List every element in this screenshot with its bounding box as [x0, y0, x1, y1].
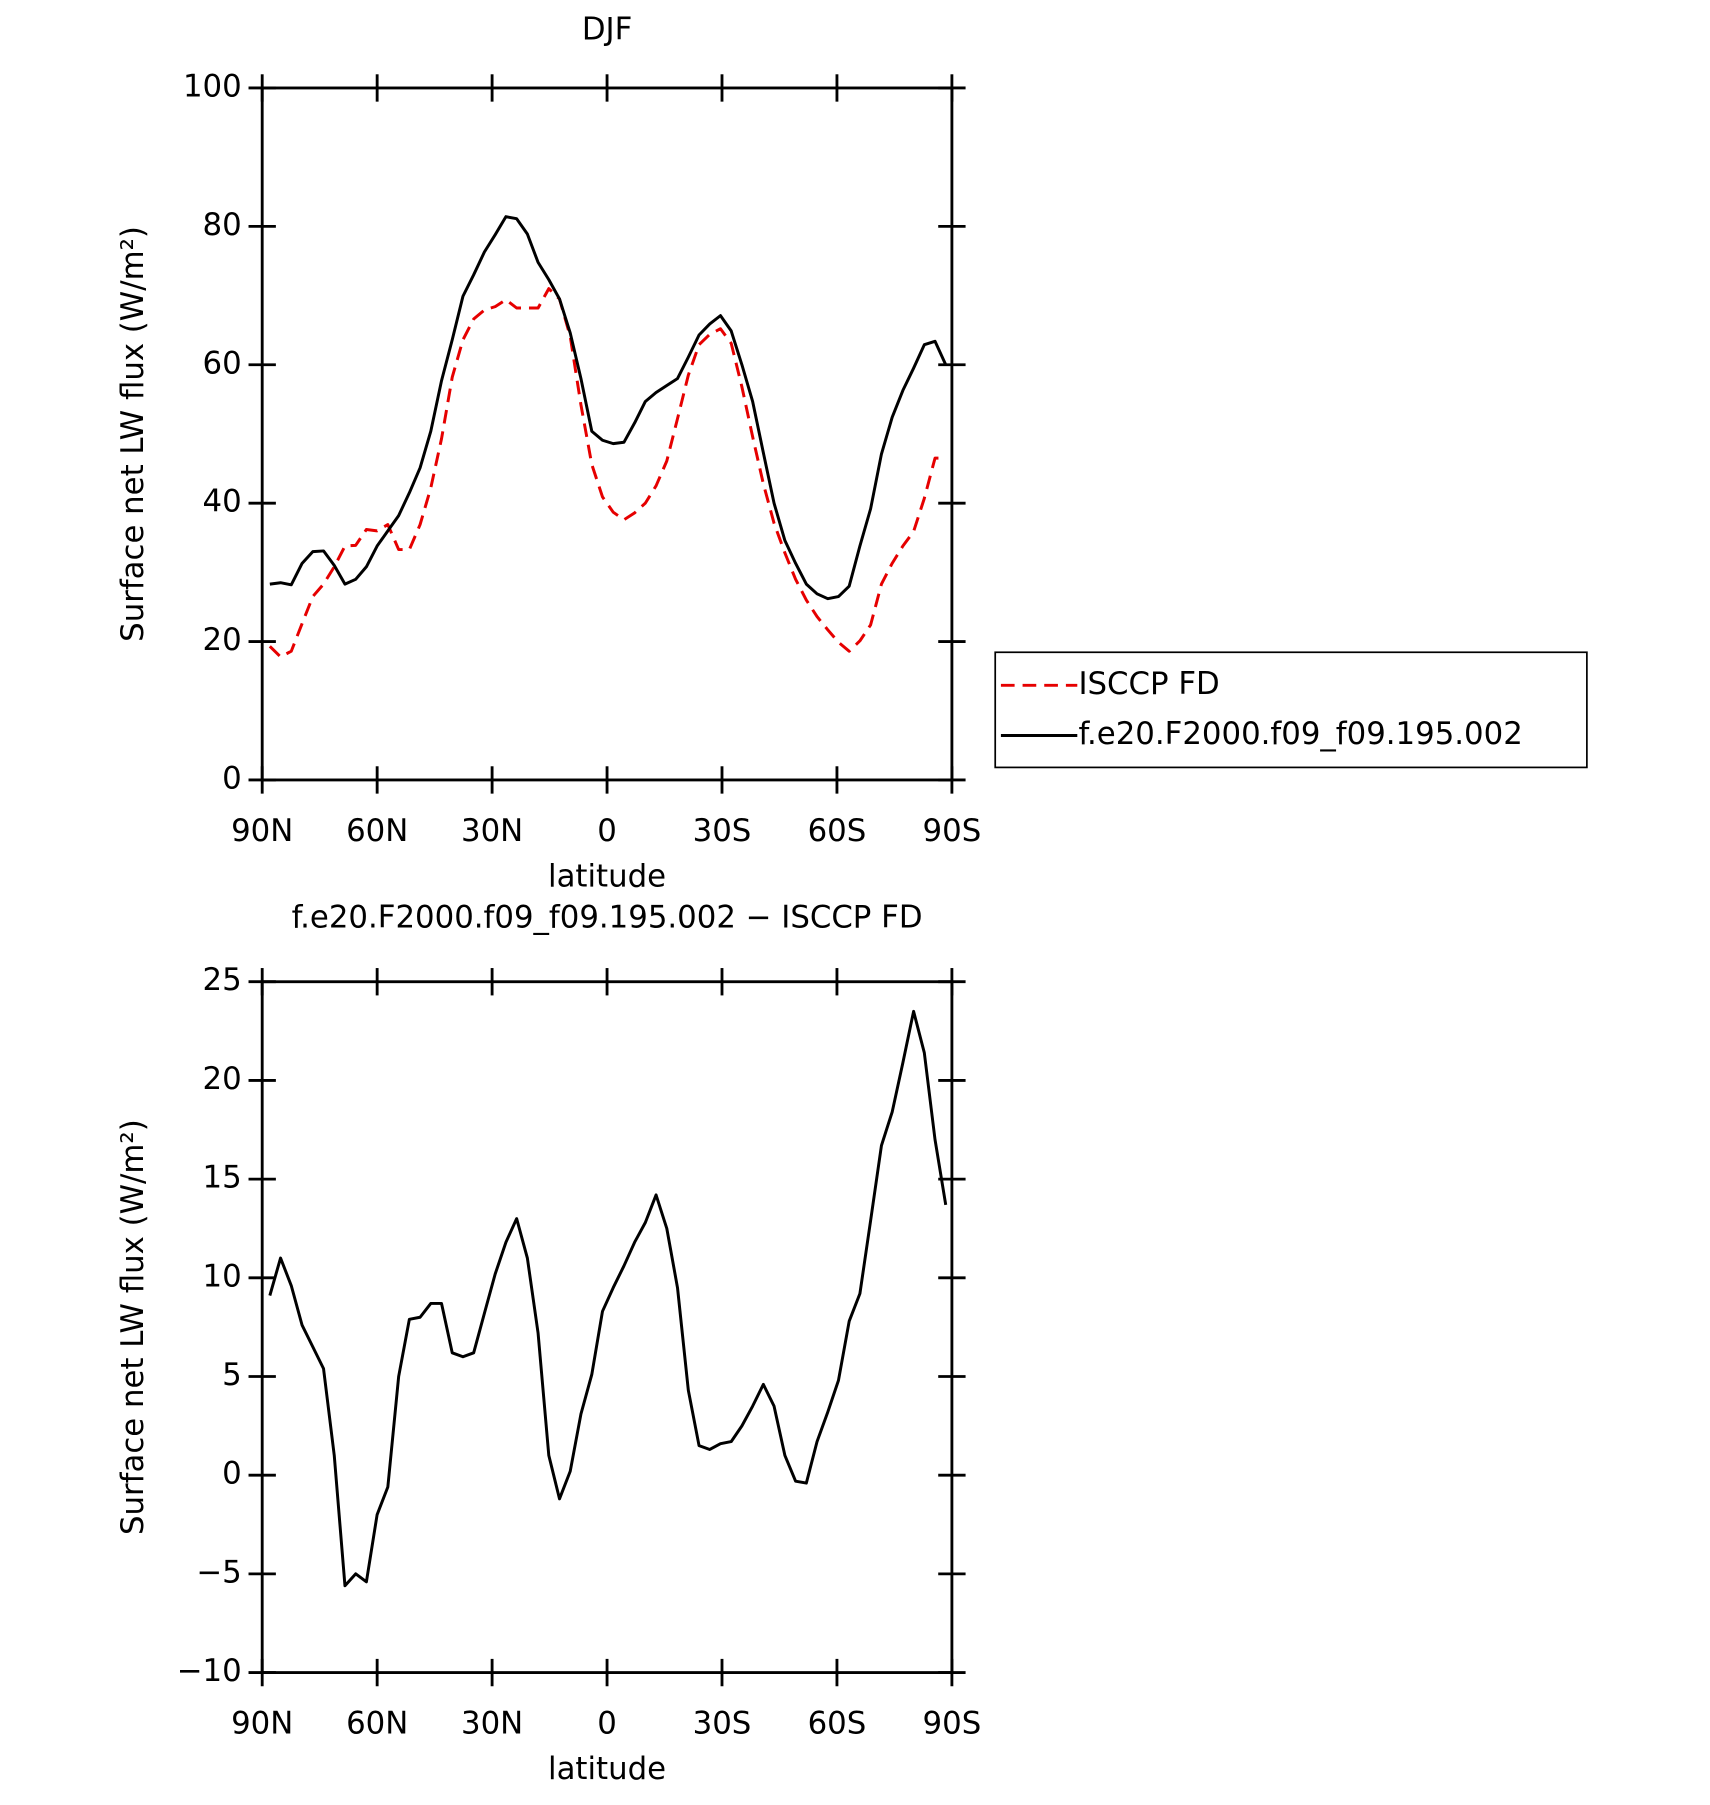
y-tick-label: 80: [203, 207, 242, 243]
y-tick-label: 60: [203, 345, 242, 381]
y-tick-label: 10: [203, 1258, 242, 1294]
x-axis-label: latitude: [548, 858, 666, 894]
x-tick-label: 0: [597, 813, 617, 849]
legend-label: ISCCP FD: [1078, 666, 1219, 702]
legend-box: [994, 651, 1588, 769]
x-tick-label: 90S: [923, 813, 982, 849]
x-tick-label: 30S: [693, 813, 752, 849]
y-tick-label: 5: [222, 1357, 242, 1393]
chart-title: f.e20.F2000.f09_f09.195.002 − ISCCP FD: [292, 900, 923, 936]
x-tick-label: 30N: [461, 1706, 523, 1742]
y-tick-label: 100: [183, 68, 242, 104]
y-tick-label: 20: [203, 622, 242, 658]
y-tick-label: −10: [177, 1653, 242, 1689]
x-tick-label: 90N: [231, 1706, 293, 1742]
x-tick-label: 90S: [923, 1706, 982, 1742]
y-axis-label: Surface net LW flux (W/m²): [115, 1119, 151, 1535]
x-tick-label: 30S: [693, 1706, 752, 1742]
series-line: [268, 287, 946, 659]
y-tick-label: 15: [203, 1160, 242, 1196]
legend-label: f.e20.F2000.f09_f09.195.002: [1078, 716, 1522, 752]
series-line: [269, 215, 948, 601]
y-tick-label: 0: [222, 760, 242, 796]
chart-title: DJF: [582, 11, 632, 47]
x-tick-label: 60S: [808, 1706, 867, 1742]
y-tick-label: 40: [203, 484, 242, 520]
x-tick-label: 60N: [346, 1706, 408, 1742]
y-tick-label: 25: [203, 962, 242, 998]
y-tick-label: 0: [222, 1456, 242, 1492]
x-tick-label: 60N: [346, 813, 408, 849]
y-tick-label: 20: [203, 1061, 242, 1097]
x-axis-label: latitude: [548, 1751, 666, 1787]
x-tick-label: 60S: [808, 813, 867, 849]
x-tick-label: 30N: [461, 813, 523, 849]
y-tick-label: −5: [196, 1554, 241, 1590]
x-tick-label: 0: [597, 1706, 617, 1742]
series-line: [268, 1009, 948, 1588]
y-axis-label: Surface net LW flux (W/m²): [115, 226, 151, 642]
x-tick-label: 90N: [231, 813, 293, 849]
plot-frame: [260, 86, 954, 782]
